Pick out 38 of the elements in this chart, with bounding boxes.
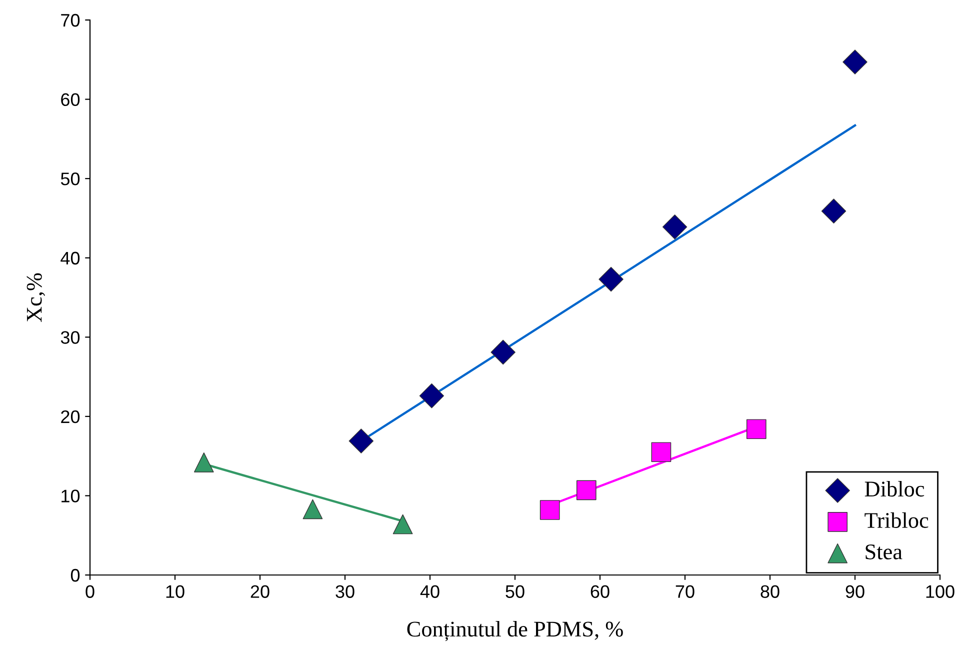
y-tick-label: 50 [60, 172, 80, 186]
x-axis-title: Conținutul de PDMS, % [407, 621, 623, 642]
point [194, 452, 214, 472]
y-tick-label: 60 [61, 93, 80, 106]
point [598, 266, 624, 292]
x-tick-label: 100 [926, 585, 954, 598]
point [662, 214, 688, 240]
point [540, 500, 560, 520]
x-tick-label: 20 [250, 585, 270, 598]
y-tick-label: 20 [61, 410, 80, 424]
legend-label: Stea [866, 544, 902, 560]
point [302, 499, 323, 520]
x-tick-label: 10 [166, 585, 184, 598]
y-tick-label: 10 [62, 490, 80, 502]
point [821, 198, 846, 224]
point [746, 419, 766, 440]
x-tick-label: 90 [846, 585, 864, 598]
legend-label: Dibloc [864, 480, 924, 497]
legend-label: Tribloc [864, 512, 928, 528]
y-tick-label: 0 [70, 568, 80, 582]
point [842, 50, 868, 74]
point [576, 480, 596, 500]
point [392, 514, 413, 534]
point [651, 442, 672, 462]
point [348, 428, 374, 454]
y-tick-label: 70 [61, 14, 80, 27]
y-tick-label: 40 [60, 252, 80, 265]
x-tick-label: 50 [506, 585, 524, 598]
x-tick-label: 60 [590, 585, 610, 598]
x-tick-label: 80 [760, 585, 780, 598]
point [419, 383, 444, 408]
x-tick-label: 70 [676, 585, 694, 598]
x-tick-label: 0 [86, 585, 94, 598]
y-axis-title: Xc,% [26, 273, 45, 322]
y-tick-label: 30 [60, 331, 80, 344]
x-tick-label: 40 [420, 585, 440, 598]
x-tick-label: 30 [336, 585, 354, 598]
point [490, 340, 516, 365]
